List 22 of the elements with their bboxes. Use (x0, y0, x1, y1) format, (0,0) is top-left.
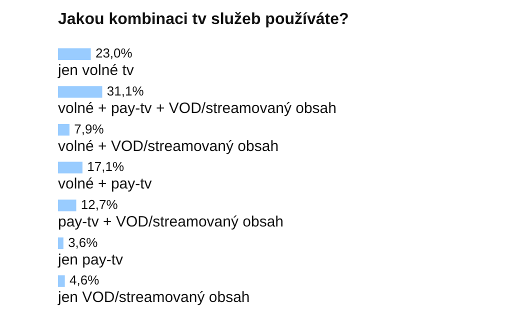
y-tick-label: pay-tv + VOD/streamovaný obsah (58, 213, 284, 230)
y-tick-label: jen pay-tv (57, 251, 124, 268)
data-label: 23,0% (95, 46, 133, 61)
bar (58, 124, 70, 136)
bar (58, 86, 102, 98)
y-tick-label: volné + pay-tv + VOD/streamovaný obsah (58, 100, 336, 117)
bar (58, 162, 82, 174)
y-tick-label: volné + pay-tv (58, 176, 152, 193)
bar (58, 237, 64, 250)
data-label: 4,6% (69, 272, 100, 288)
data-label: 12,7% (80, 197, 118, 212)
data-label: 17,1% (87, 159, 124, 174)
y-tick-label: jen volné tv (57, 62, 134, 80)
data-label: 31,1% (106, 84, 144, 99)
y-tick-label: jen VOD/streamovaný obsah (57, 289, 250, 306)
data-label: 3,6% (68, 234, 98, 250)
text: Jakou kombinaci tv služeb používáte? (58, 11, 349, 28)
y-tick-label: volné + VOD/streamovaný obsah (58, 138, 279, 155)
bar (58, 48, 91, 60)
data-label: 7,9% (74, 121, 104, 136)
bar (58, 200, 76, 212)
bar (58, 275, 65, 287)
